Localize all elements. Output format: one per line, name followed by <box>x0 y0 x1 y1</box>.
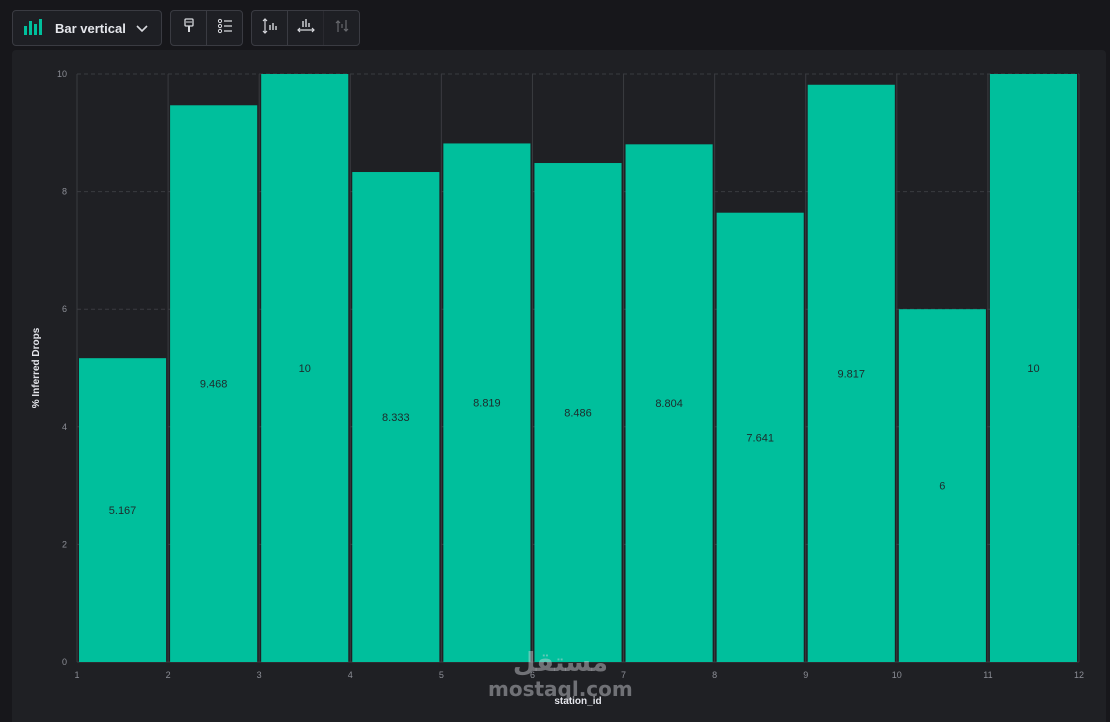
bars <box>79 74 1077 663</box>
y-tick-label: 0 <box>62 657 67 667</box>
paint-brush-icon <box>181 17 197 39</box>
bar[interactable] <box>716 212 804 662</box>
x-tick-label: 3 <box>257 670 262 680</box>
bar[interactable] <box>79 358 167 662</box>
x-tick-label: 8 <box>712 670 717 680</box>
bar-value-label: 9.468 <box>200 379 228 391</box>
bar-value-label: 6 <box>939 481 945 493</box>
bar-value-label: 10 <box>1027 363 1039 375</box>
bar-value-label: 8.804 <box>655 398 683 410</box>
chart-toolbar: Bar vertical <box>12 10 360 46</box>
chevron-down-icon <box>136 21 148 36</box>
bar-value-label: 5.167 <box>109 505 137 517</box>
bar[interactable] <box>898 309 986 662</box>
x-tick-label: 7 <box>621 670 626 680</box>
chart-type-group: Bar vertical <box>12 10 162 46</box>
x-tick-label: 6 <box>530 670 535 680</box>
bar[interactable] <box>352 172 440 662</box>
bar[interactable] <box>807 84 895 663</box>
bar-value-label: 8.819 <box>473 398 501 410</box>
x-tick-label: 12 <box>1074 670 1084 680</box>
y-axis-title: % Inferred Drops <box>31 327 42 408</box>
bar-value-label: 8.333 <box>382 412 410 424</box>
bar-chart-icon <box>23 18 45 39</box>
bar-value-label: 7.641 <box>746 432 774 444</box>
bar[interactable] <box>170 105 258 662</box>
bar[interactable] <box>534 163 622 662</box>
bar[interactable] <box>989 74 1077 662</box>
axis-tools-group <box>251 10 360 46</box>
bar[interactable] <box>625 144 713 662</box>
y-tick-label: 4 <box>62 422 67 432</box>
y-axis-button[interactable] <box>252 11 287 45</box>
bar-value-label: 10 <box>299 363 311 375</box>
chart-panel: 5.167 9.468 10 8.333 8.819 8.486 8.804 7.641 9.8… <box>12 50 1106 722</box>
legend-list-icon <box>217 18 233 39</box>
x-tick-label: 5 <box>439 670 444 680</box>
style-tools-group <box>170 10 243 46</box>
swap-axes-icon <box>334 18 350 39</box>
x-axis-button[interactable] <box>287 11 323 45</box>
x-axis-title: station_id <box>554 696 601 707</box>
bar-value-label: 9.817 <box>838 368 866 380</box>
bar-value-label: 8.486 <box>564 408 592 420</box>
x-tick-label: 2 <box>166 670 171 680</box>
y-tick-label: 8 <box>62 187 67 197</box>
bar[interactable] <box>261 74 349 662</box>
paint-brush-button[interactable] <box>171 11 206 45</box>
swap-axes-button[interactable] <box>323 11 359 45</box>
y-axis-sort-icon <box>262 17 278 39</box>
x-tick-label: 4 <box>348 670 353 680</box>
x-tick-label: 9 <box>803 670 808 680</box>
y-tick-label: 6 <box>62 304 67 314</box>
y-tick-label: 2 <box>62 539 67 549</box>
bar-chart: 5.167 9.468 10 8.333 8.819 8.486 8.804 7.641 9.8… <box>31 69 1084 707</box>
x-tick-label: 10 <box>892 670 902 680</box>
y-tick-label: 10 <box>57 69 67 79</box>
data-labels: 5.167 9.468 10 8.333 8.819 8.486 8.804 7.641 9.8… <box>109 363 1040 517</box>
bar[interactable] <box>443 143 531 662</box>
x-tick-label: 1 <box>74 670 79 680</box>
legend-settings-button[interactable] <box>206 11 242 45</box>
x-axis-icon <box>296 18 315 39</box>
chart-type-label: Bar vertical <box>55 20 126 36</box>
x-tick-label: 11 <box>983 670 992 680</box>
chart-type-dropdown[interactable]: Bar vertical <box>13 11 161 45</box>
